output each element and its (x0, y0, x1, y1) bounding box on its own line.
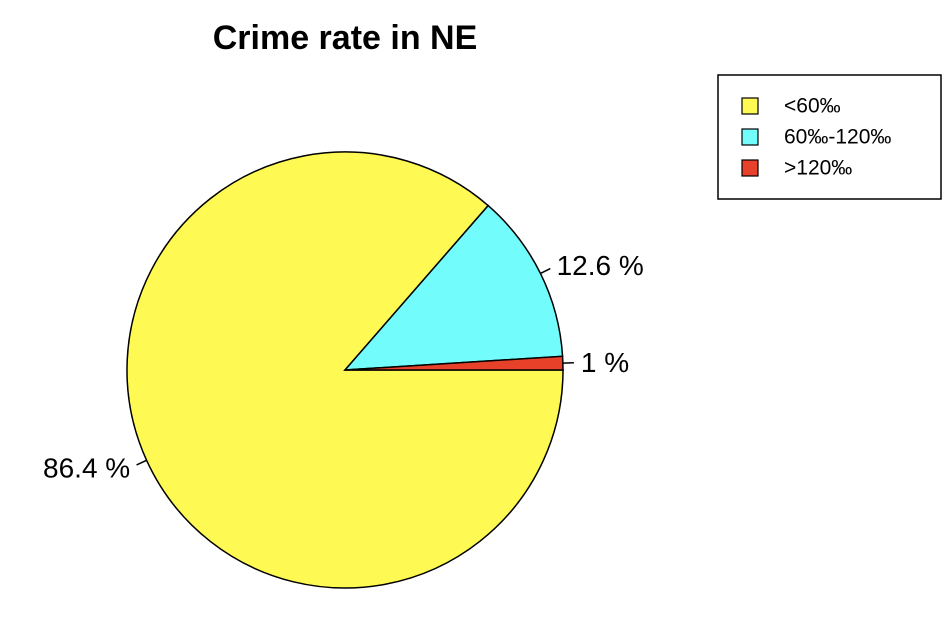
legend: <60‰ 60‰-120‰ >120‰ (717, 74, 942, 200)
slice-label-3: 1 % (581, 347, 629, 378)
slice-label-tick-1 (136, 459, 147, 466)
slice-label-tick-2 (540, 267, 551, 275)
legend-label-2: 60‰-120‰ (784, 126, 891, 149)
chart-title: Crime rate in NE (213, 19, 478, 57)
slice-label-1: 86.4 % (43, 452, 130, 483)
pie-slice-2 (343, 204, 564, 371)
legend-swatch-2 (741, 128, 759, 146)
legend-label-1: <60‰ (784, 95, 841, 118)
legend-label-3: >120‰ (784, 157, 852, 180)
slice-labels: 86.4 % 12.6 % 1 % (43, 250, 644, 483)
legend-swatch-1 (741, 97, 759, 115)
pie-slices (126, 151, 564, 589)
legend-swatch-3 (741, 159, 759, 177)
slice-label-2: 12.6 % (557, 250, 644, 281)
